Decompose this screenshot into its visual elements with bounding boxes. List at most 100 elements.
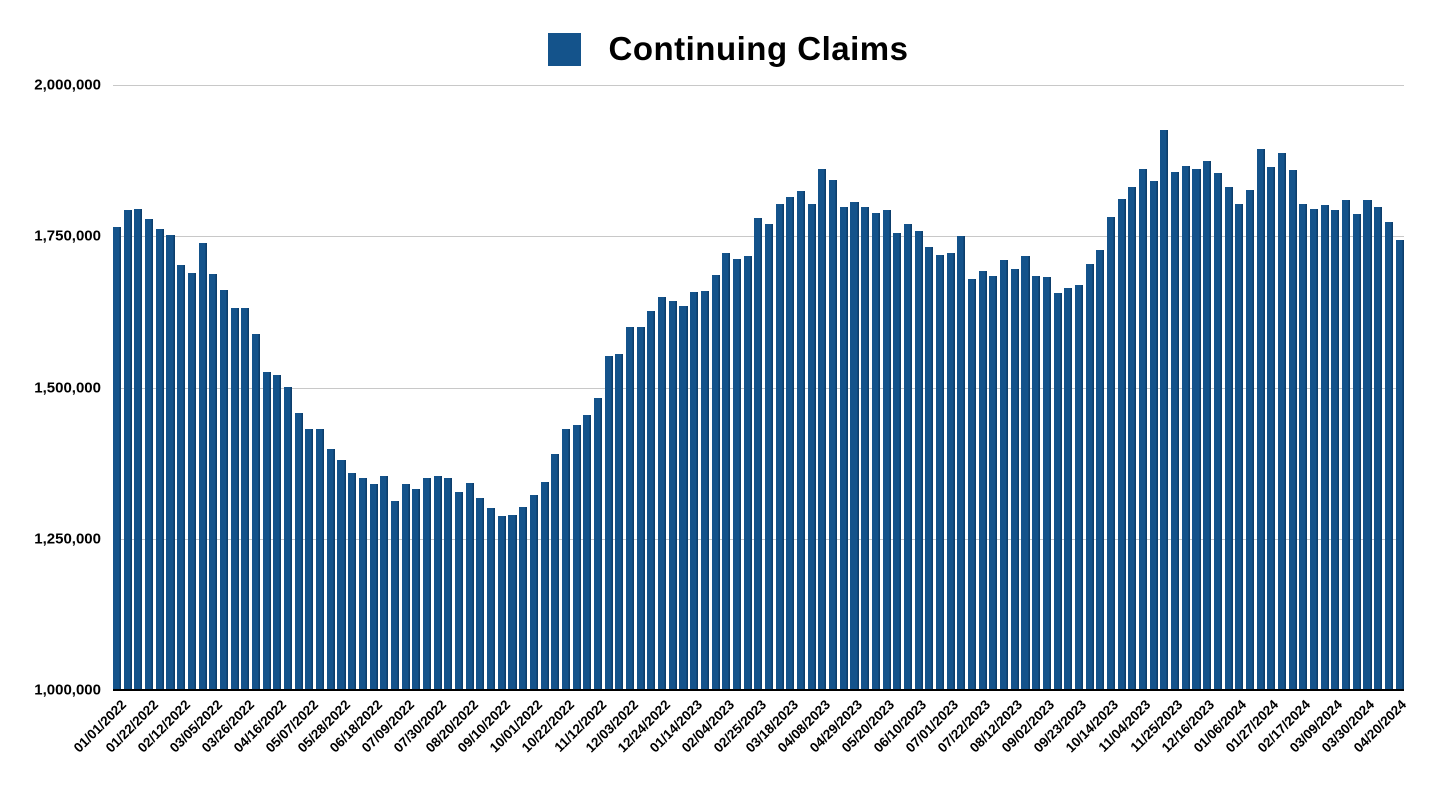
bar	[219, 290, 228, 690]
bar	[1053, 292, 1062, 690]
bar	[1106, 216, 1116, 690]
bar	[1074, 285, 1083, 690]
y-tick-label: 2,000,000	[34, 76, 101, 94]
bar	[764, 224, 774, 690]
bar	[1000, 259, 1009, 690]
y-tick-label: 1,500,000	[34, 379, 101, 396]
bar	[294, 412, 303, 690]
bar	[1192, 168, 1201, 690]
bar	[337, 459, 346, 690]
bar	[561, 429, 570, 690]
bar	[134, 209, 143, 690]
bar	[412, 489, 421, 690]
bar	[1064, 288, 1073, 690]
bar	[989, 276, 998, 690]
bar	[572, 425, 581, 690]
bar	[946, 253, 955, 690]
bar	[487, 507, 496, 690]
chart-legend: Continuing Claims	[0, 30, 1456, 68]
bar	[1235, 203, 1244, 690]
bar	[1299, 204, 1308, 690]
bar	[1181, 166, 1190, 690]
bar	[1149, 181, 1158, 690]
bar	[455, 491, 464, 690]
bar	[1032, 276, 1041, 690]
bar	[839, 206, 848, 690]
bar	[284, 386, 293, 690]
bar	[668, 301, 677, 690]
bar	[113, 226, 122, 690]
bar	[722, 252, 731, 690]
bar	[187, 272, 196, 690]
bar	[262, 371, 271, 690]
x-axis-line	[113, 689, 1404, 691]
bar	[850, 202, 859, 690]
gridline	[113, 85, 1404, 86]
bar	[829, 180, 838, 690]
bar	[529, 494, 538, 690]
bar	[732, 258, 741, 690]
bar	[1085, 264, 1094, 690]
bar	[1128, 186, 1137, 690]
bar	[316, 428, 325, 690]
bar	[754, 217, 763, 690]
bar	[1374, 207, 1383, 690]
bar	[903, 223, 912, 690]
bar	[1224, 186, 1233, 690]
bar	[540, 481, 549, 690]
bar	[155, 229, 164, 690]
bar	[1395, 239, 1404, 690]
bar	[690, 291, 699, 690]
bar	[326, 449, 335, 690]
bar	[1139, 168, 1148, 690]
bar	[508, 515, 517, 690]
bar	[604, 356, 613, 690]
y-tick-label: 1,250,000	[34, 530, 101, 548]
bar	[358, 477, 367, 690]
bar	[1117, 198, 1126, 690]
bar	[1096, 250, 1105, 690]
bar	[390, 501, 399, 690]
plot-area: 2,000,000 1,750,000 1,500,000 1,250,000 1,00…	[34, 77, 1409, 756]
bar	[348, 473, 357, 690]
bar	[465, 482, 474, 690]
bar	[241, 308, 250, 690]
bar	[871, 213, 880, 690]
bar	[957, 236, 966, 690]
bar	[925, 246, 934, 690]
bar	[658, 296, 667, 690]
bar	[476, 498, 485, 690]
bar	[209, 274, 218, 690]
bar	[166, 235, 175, 690]
bar	[1352, 213, 1361, 690]
bar	[1245, 189, 1254, 690]
bar	[380, 475, 389, 690]
bar	[1267, 167, 1276, 690]
bar	[1171, 171, 1180, 690]
y-tick-label: 1,750,000	[34, 227, 101, 245]
bar	[1256, 149, 1265, 690]
bar	[593, 398, 603, 690]
bar	[893, 233, 902, 690]
bar	[123, 210, 132, 690]
bar	[305, 428, 314, 690]
bar	[1363, 199, 1372, 690]
bar	[551, 454, 560, 690]
bar	[1213, 172, 1222, 690]
bar	[1021, 255, 1030, 690]
bar	[497, 515, 506, 690]
bar	[177, 264, 186, 690]
y-tick-label: 1,000,000	[34, 681, 101, 699]
bar	[369, 484, 378, 690]
bar	[807, 203, 816, 690]
bar	[1288, 169, 1297, 690]
bar	[583, 414, 592, 690]
bar	[1342, 199, 1351, 690]
bar	[1010, 268, 1019, 690]
bar	[1277, 152, 1287, 690]
bar	[626, 327, 635, 690]
bar	[797, 191, 806, 690]
bar	[230, 308, 239, 690]
bar	[818, 169, 827, 690]
bar	[1320, 204, 1329, 690]
